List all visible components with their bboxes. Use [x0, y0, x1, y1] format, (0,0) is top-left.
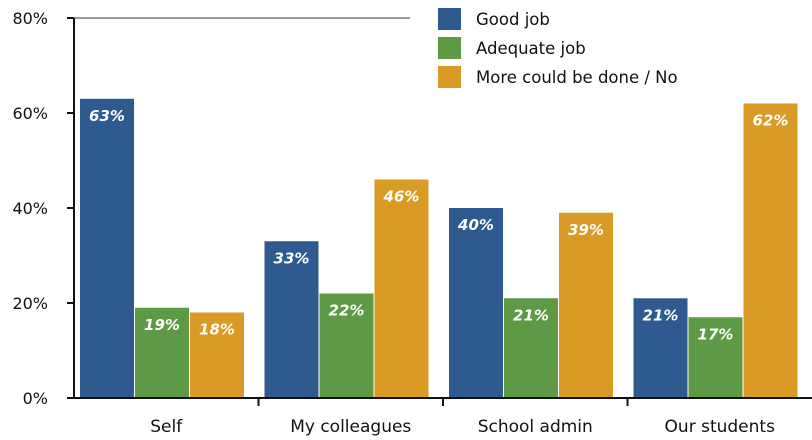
y-tick-label: 60% — [12, 104, 48, 123]
legend-background — [424, 0, 812, 96]
bar-adequate-job-1 — [135, 307, 189, 398]
bar-adequate-job-2 — [319, 293, 374, 398]
legend-swatch — [438, 37, 461, 59]
bar-good-job-4 — [633, 298, 688, 398]
legend-label: Good job — [476, 10, 550, 29]
y-tick-label: 80% — [12, 9, 48, 28]
data-label: 18% — [199, 321, 235, 339]
data-label: 46% — [383, 188, 420, 206]
y-tick-label: 40% — [12, 199, 48, 218]
bar-more-could-be-done-no-4 — [743, 103, 798, 398]
data-label: 39% — [568, 221, 604, 239]
x-tick-label: My colleagues — [290, 417, 411, 437]
data-label: 22% — [329, 302, 365, 320]
legend-swatch — [438, 8, 461, 30]
data-label: 19% — [144, 316, 180, 334]
data-label: 17% — [698, 325, 734, 343]
bar-adequate-job-4 — [688, 317, 743, 398]
data-label: 33% — [274, 249, 310, 267]
x-tick-label: School admin — [478, 417, 593, 437]
legend-label: More could be done / No — [476, 68, 678, 87]
y-tick-label: 20% — [12, 294, 48, 313]
bar-good-job-3 — [449, 208, 503, 398]
bar-good-job-1 — [80, 98, 134, 398]
data-label: 21% — [513, 306, 549, 324]
data-label: 63% — [89, 107, 125, 125]
y-tick-label: 0% — [23, 389, 48, 408]
data-label: 21% — [643, 306, 679, 324]
bar-more-could-be-done-no-2 — [374, 179, 429, 398]
bar-more-could-be-done-no-3 — [559, 212, 613, 398]
legend-swatch — [438, 66, 461, 88]
data-label: 62% — [753, 112, 789, 130]
bar-adequate-job-3 — [504, 298, 558, 398]
data-label: 40% — [457, 216, 494, 234]
x-tick-label: Self — [150, 417, 183, 437]
legend-label: Adequate job — [476, 39, 586, 58]
bar-good-job-2 — [264, 241, 319, 398]
x-tick-label: Our students — [665, 417, 776, 437]
bar-more-could-be-done-no-1 — [190, 312, 244, 398]
